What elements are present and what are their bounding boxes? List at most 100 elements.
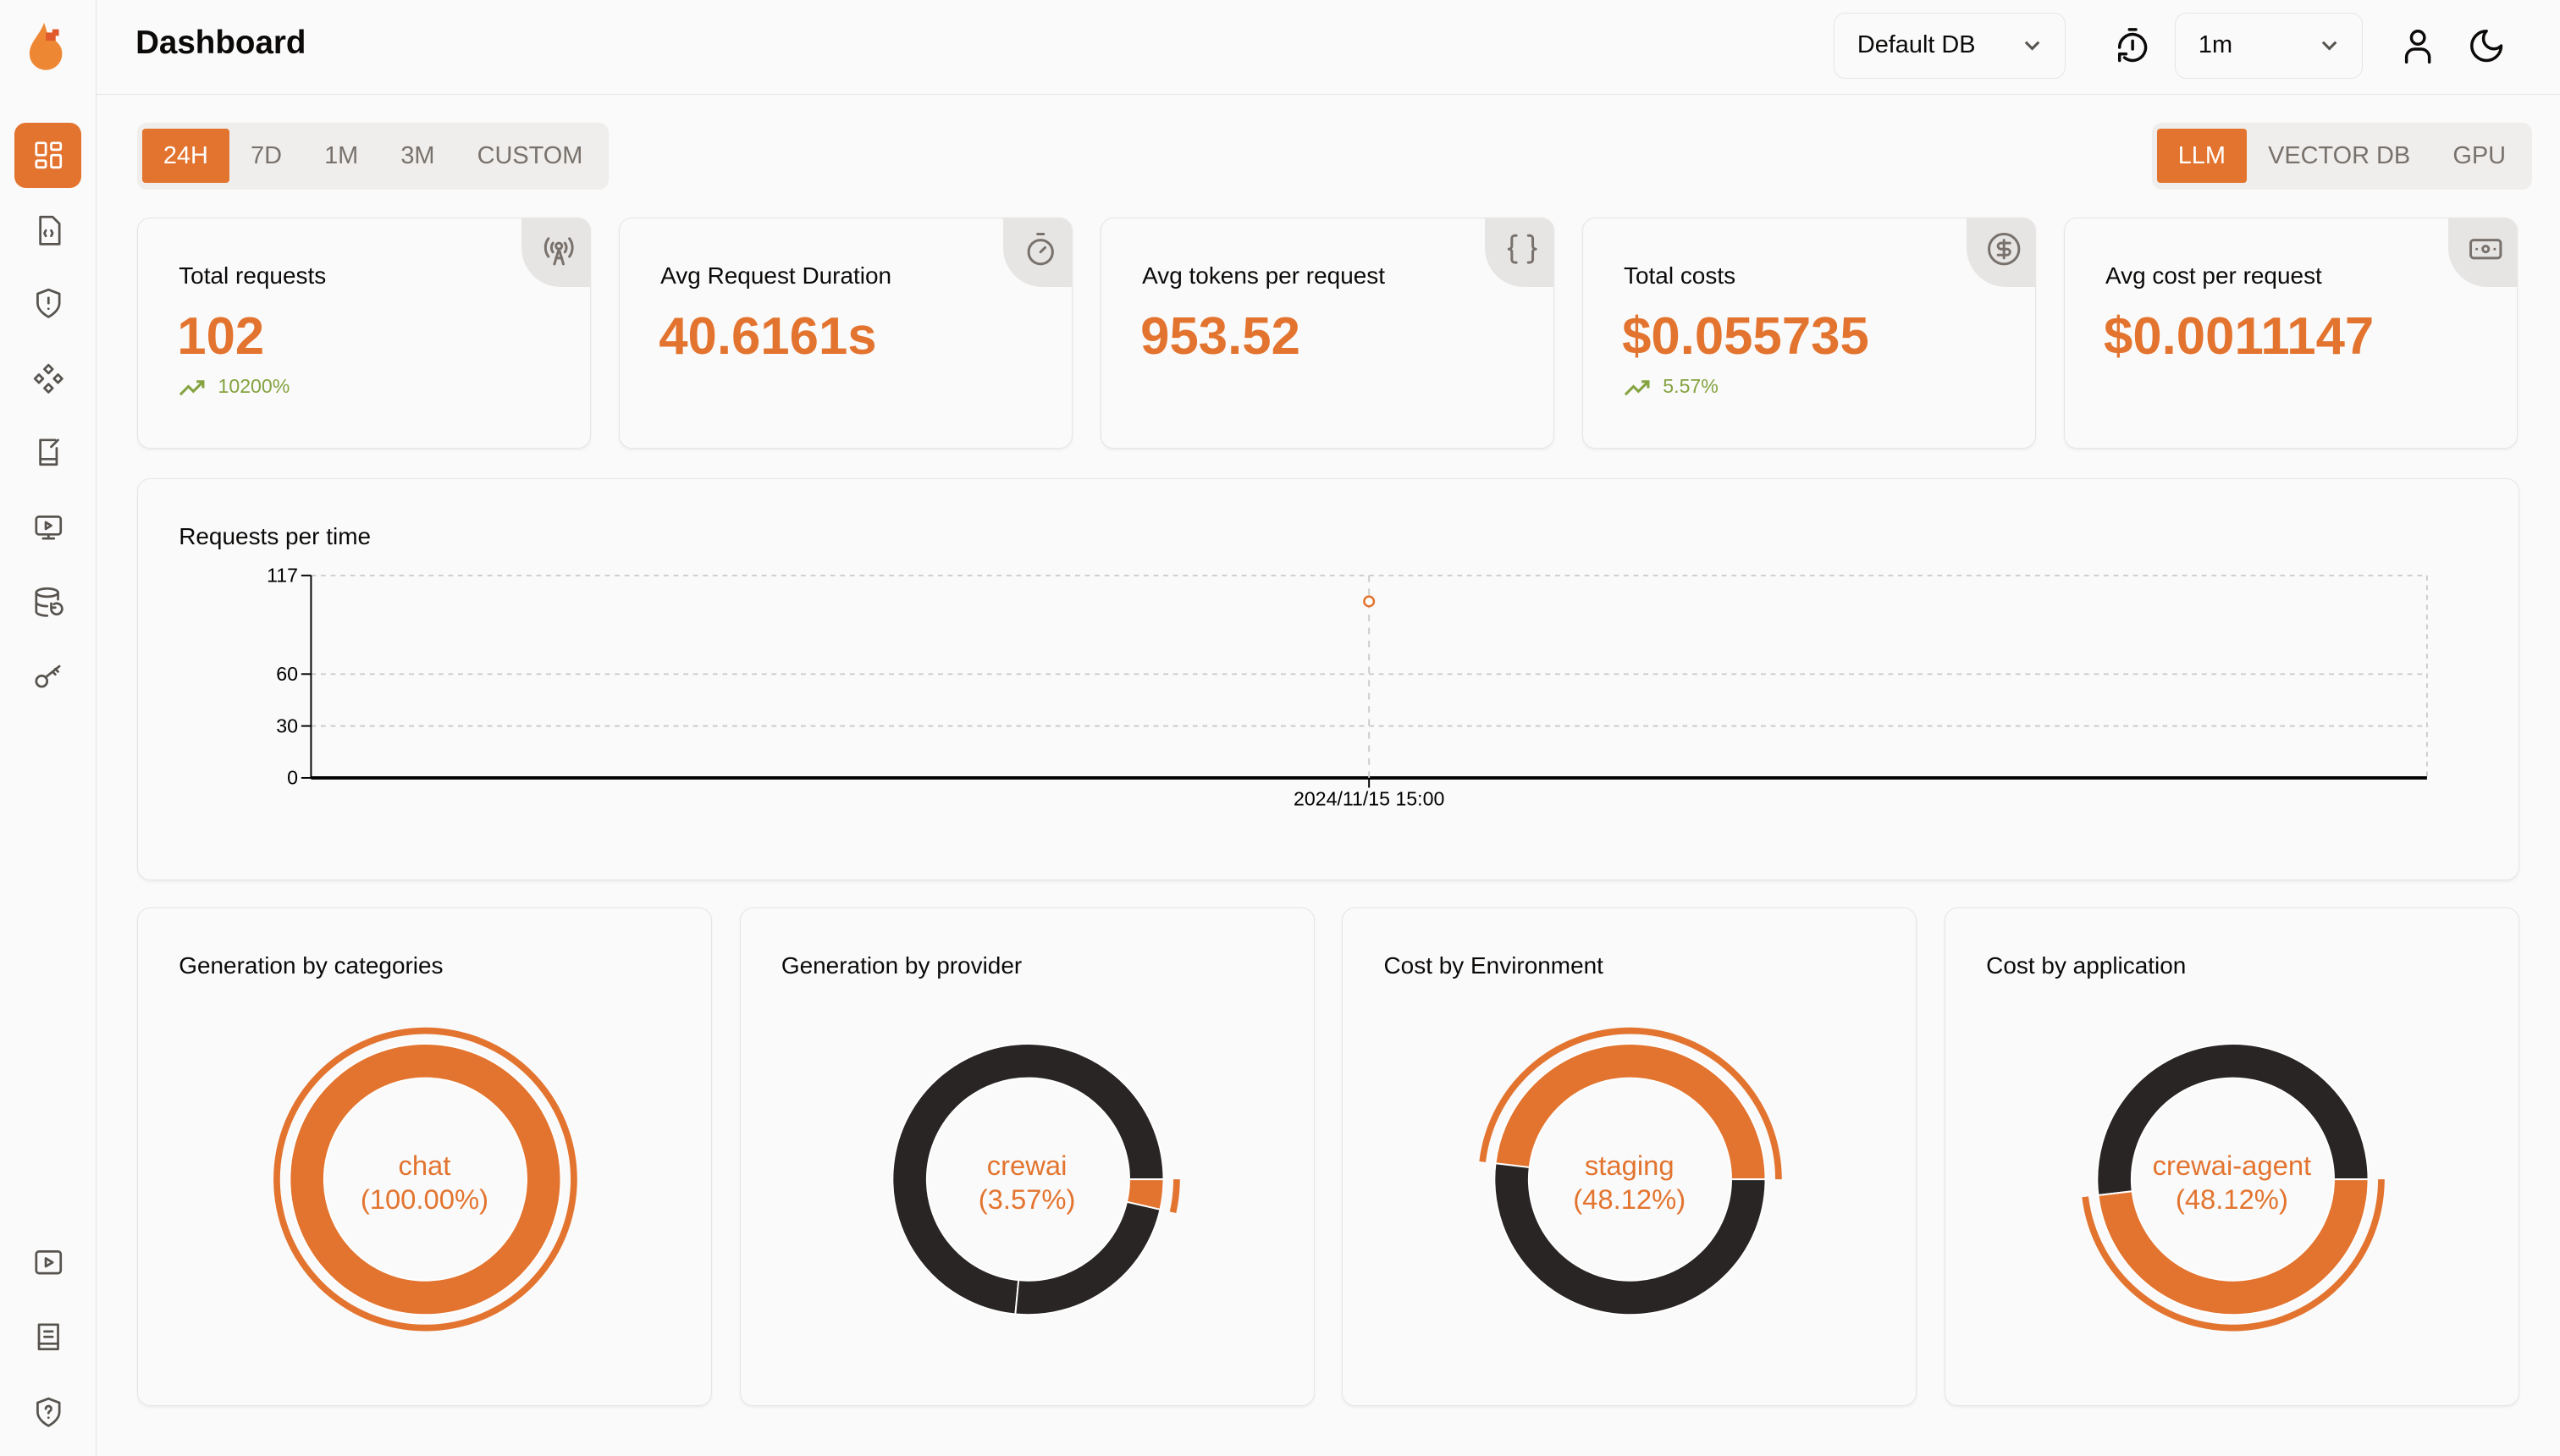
tab-vector-db[interactable]: VECTOR DB (2268, 141, 2411, 169)
chart-title: Requests per time (179, 523, 372, 550)
stat-value: 40.6161s (659, 306, 877, 366)
stat-card-total-requests: Total requests 102 10200% (137, 217, 592, 449)
tab-1m[interactable]: 1M (324, 141, 359, 169)
pie-card-application: Cost by application crewai-agent (48.12%) (1944, 907, 2519, 1406)
video-icon (35, 1249, 62, 1275)
monitor-play-icon (35, 515, 62, 540)
stat-value: $0.0011147 (2104, 306, 2375, 366)
file-code-icon (38, 215, 61, 245)
braces-icon (1507, 234, 1537, 264)
shield-question-icon (36, 1397, 61, 1427)
trending-up-icon (179, 379, 205, 395)
book-icon (37, 1323, 59, 1351)
x-tick-label: 2024/11/15 15:00 (1294, 788, 1444, 810)
timer-icon (1027, 232, 1055, 266)
active-percent: (48.12%) (2175, 1183, 2288, 1216)
pie-card-categories: Generation by categories chat (100.00%) (137, 907, 712, 1406)
pie-slice (891, 1043, 1165, 1315)
dashboard-icon (35, 141, 62, 169)
active-label: crewai (986, 1149, 1068, 1181)
pie-card-environment: Cost by Environment staging (48.12%) (1342, 907, 1917, 1406)
chart-title: Cost by application (1986, 952, 2187, 979)
time-range-tabs: 24H 7D 1M 3M CUSTOM (137, 122, 610, 190)
stat-value: 953.52 (1140, 306, 1300, 366)
refresh-interval-select[interactable]: 1m (2174, 13, 2363, 79)
active-label: staging (1584, 1149, 1674, 1181)
active-percent: (48.12%) (1573, 1183, 1686, 1216)
dollar-circle-icon (1988, 232, 2021, 266)
sidebar-item-docs[interactable] (14, 1304, 81, 1370)
db-select-value: Default DB (1857, 31, 1976, 59)
sidebar-item-dashboard[interactable] (14, 122, 82, 188)
stat-label: Avg tokens per request (1142, 262, 1386, 289)
pie-slice (2097, 1178, 2370, 1316)
active-percent: (100.00%) (360, 1183, 489, 1216)
components-icon (33, 363, 63, 394)
donut-chart (273, 1028, 577, 1332)
stat-card-avg-cost: Avg cost per request $0.0011147 (2063, 217, 2518, 449)
sidebar-item-prompts[interactable] (14, 420, 81, 485)
donut-chart (891, 1043, 1180, 1316)
tab-3m[interactable]: 3M (400, 141, 435, 169)
stat-card-total-costs: Total costs $0.055735 5.57% (1581, 217, 2036, 449)
user-icon[interactable] (2398, 26, 2437, 65)
sidebar-item-requests[interactable] (14, 197, 81, 262)
antenna-icon (544, 237, 574, 266)
requests-chart-card: Requests per time 0 30 60 117 2024/11/15 15:… (137, 478, 2519, 880)
header (96, 0, 2560, 95)
chart-title: Generation by categories (179, 952, 444, 979)
pie-slice (289, 1043, 562, 1316)
sidebar-item-exceptions[interactable] (14, 271, 81, 336)
sidebar (0, 0, 97, 1456)
sidebar-item-database[interactable] (14, 570, 81, 635)
donut-chart (1479, 1028, 1783, 1316)
stat-label: Avg cost per request (2105, 262, 2322, 289)
tab-7d[interactable]: 7D (251, 141, 282, 169)
y-tick-label: 30 (276, 714, 298, 736)
stat-label: Total requests (179, 262, 327, 289)
stat-trend: 10200% (218, 374, 290, 397)
active-label: chat (398, 1149, 451, 1181)
sidebar-item-components[interactable] (14, 346, 81, 411)
pie-slice (1013, 1200, 1161, 1316)
moon-icon[interactable] (2467, 26, 2506, 65)
sidebar-item-video[interactable] (14, 1229, 81, 1294)
pie-slice (1493, 1162, 1767, 1316)
tab-llm[interactable]: LLM (2156, 129, 2248, 183)
pie-slice (2096, 1043, 2370, 1197)
tab-custom[interactable]: CUSTOM (477, 141, 583, 169)
pie-slice (1125, 1178, 1165, 1211)
db-select[interactable]: Default DB (1833, 13, 2066, 79)
sidebar-item-vault[interactable] (14, 643, 81, 709)
shield-alert-icon (36, 289, 61, 319)
stat-label: Avg Request Duration (660, 262, 892, 289)
page-title: Dashboard (135, 24, 306, 61)
logo (29, 22, 63, 70)
sidebar-item-openground[interactable] (14, 494, 81, 560)
banknote-icon (2469, 239, 2502, 260)
tab-24h[interactable]: 24H (141, 129, 229, 183)
type-tabs: LLM VECTOR DB GPU (2151, 122, 2532, 190)
chart-title: Cost by Environment (1383, 952, 1603, 979)
chart-title: Generation by provider (781, 952, 1023, 979)
pie-card-provider: Generation by provider crewai (3.57%) (739, 907, 1315, 1406)
sidebar-item-help[interactable] (14, 1380, 81, 1445)
y-tick-label: 117 (267, 565, 298, 587)
trending-up-icon (1624, 379, 1650, 395)
active-label: crewai-agent (2152, 1149, 2312, 1181)
stat-value: $0.055735 (1622, 306, 1869, 366)
y-tick-label: 60 (276, 663, 298, 685)
requests-chart: 0 30 60 117 2024/11/15 15:00 (267, 565, 2428, 810)
stat-value: 102 (177, 306, 265, 366)
refresh-interval-value: 1m (2198, 31, 2233, 59)
data-point (1363, 595, 1376, 608)
stat-card-avg-duration: Avg Request Duration 40.6161s (618, 217, 1073, 449)
notebook-pen-icon (38, 438, 59, 466)
tab-gpu[interactable]: GPU (2452, 141, 2506, 169)
key-icon (35, 665, 61, 688)
chevron-down-icon (2321, 41, 2337, 52)
timer-refresh-icon[interactable] (2113, 26, 2152, 65)
stat-trend: 5.57% (1663, 374, 1719, 397)
active-slice-outline (1169, 1179, 1180, 1214)
pie-slice (1494, 1043, 1767, 1181)
